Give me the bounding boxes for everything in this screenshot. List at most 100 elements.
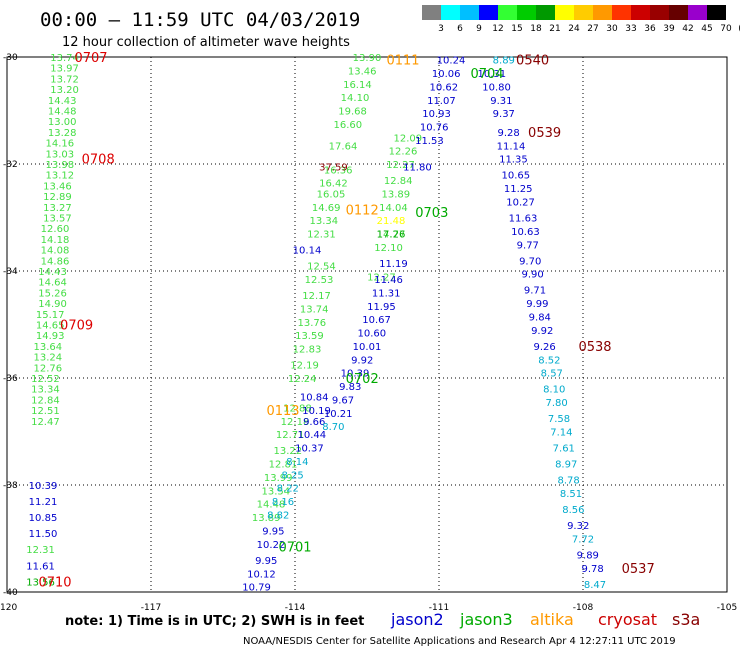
data-point-label: 9.78 bbox=[581, 564, 603, 575]
color-scale-label: 6 bbox=[457, 24, 463, 34]
data-point-label: 13.54 bbox=[261, 486, 290, 497]
data-point-label: 12.17 bbox=[302, 291, 331, 302]
data-point-label: 9.71 bbox=[524, 286, 546, 297]
color-scale-swatch bbox=[441, 5, 460, 20]
data-point-label: 13.34 bbox=[31, 385, 60, 396]
data-point-label: 8.78 bbox=[557, 476, 579, 487]
data-point-label: 10.12 bbox=[247, 569, 276, 580]
time-label: 0701 bbox=[278, 541, 311, 556]
data-points: 13.7413.9713.7213.2014.4314.4813.0013.28… bbox=[26, 53, 606, 594]
data-point-label: 12.84 bbox=[384, 176, 413, 187]
data-point-label: 12.54 bbox=[307, 262, 336, 273]
time-label: 0702 bbox=[346, 372, 379, 387]
data-point-label: 10.31 bbox=[477, 69, 506, 80]
data-point-label: 10.80 bbox=[482, 82, 511, 93]
data-point-label: 13.89 bbox=[252, 513, 281, 524]
data-point-label: 9.84 bbox=[529, 312, 551, 323]
data-point-label: 21.48 bbox=[377, 216, 406, 227]
data-point-label: 16.60 bbox=[333, 120, 362, 131]
data-point-label: 15.26 bbox=[38, 288, 67, 299]
data-point-label: 13.46 bbox=[348, 66, 377, 77]
data-point-label: 13.24 bbox=[33, 353, 62, 364]
legend-item-jason3: jason3 bbox=[459, 610, 513, 629]
data-point-label: 7.61 bbox=[553, 444, 575, 455]
data-point-label: 9.99 bbox=[526, 299, 548, 310]
data-point-label: 13.56 bbox=[26, 577, 55, 588]
data-point-label: 10.62 bbox=[429, 82, 458, 93]
time-label: 0539 bbox=[528, 126, 561, 141]
data-point-label: 12.27 bbox=[367, 272, 396, 283]
data-point-label: 12.71 bbox=[276, 430, 305, 441]
data-point-label: 14.64 bbox=[38, 278, 67, 289]
data-point-label: 16.14 bbox=[343, 80, 372, 91]
y-tick-label: -38 bbox=[3, 481, 18, 491]
data-point-label: 7.14 bbox=[550, 428, 572, 439]
chart-subtitle: 12 hour collection of altimeter wave hei… bbox=[62, 35, 350, 50]
color-scale-label: 33 bbox=[625, 24, 636, 34]
data-point-label: 14.86 bbox=[41, 256, 70, 267]
data-point-label: 11.07 bbox=[427, 96, 456, 107]
color-scale-swatch bbox=[631, 5, 650, 20]
data-point-label: 10.60 bbox=[357, 329, 386, 340]
chart-grid bbox=[7, 57, 727, 592]
data-point-label: 13.12 bbox=[45, 171, 74, 182]
data-point-label: 16.05 bbox=[317, 189, 346, 200]
color-scale-label: 15 bbox=[511, 24, 522, 34]
color-scale-swatch bbox=[498, 5, 517, 20]
x-tick-label: -108 bbox=[573, 603, 594, 613]
data-point-label: 11.31 bbox=[372, 288, 401, 299]
data-point-label: 13.72 bbox=[50, 74, 79, 85]
color-scale-swatch bbox=[707, 5, 726, 20]
data-point-label: 13.46 bbox=[43, 181, 72, 192]
data-point-label: 12.19 bbox=[290, 361, 319, 372]
color-scale-swatch bbox=[479, 5, 498, 20]
data-point-label: 10.37 bbox=[295, 444, 324, 455]
data-point-label: 11.21 bbox=[29, 497, 58, 508]
time-label: 0111 bbox=[386, 54, 419, 69]
data-point-label: 10.67 bbox=[362, 315, 391, 326]
data-point-label: 19.68 bbox=[338, 107, 367, 118]
data-point-label: 9.31 bbox=[490, 96, 512, 107]
data-point-label: 12.24 bbox=[288, 374, 317, 385]
data-point-label: 14.90 bbox=[38, 299, 67, 310]
data-point-label: 8.56 bbox=[562, 505, 584, 516]
chart-axes: -120 -117 -114 -111 -108 -105 -30 -32 -34 -36 -38 -… bbox=[0, 53, 737, 613]
data-point-label: 8.22 bbox=[277, 484, 299, 495]
data-point-label: 8.16 bbox=[272, 497, 294, 508]
data-point-label: 10.65 bbox=[501, 171, 530, 182]
data-point-label: 10.76 bbox=[420, 123, 449, 134]
data-point-label: 14.10 bbox=[341, 93, 370, 104]
data-point-label: 11.53 bbox=[415, 136, 444, 147]
data-point-label: 12.60 bbox=[41, 224, 70, 235]
data-point-label: 13.28 bbox=[48, 128, 77, 139]
data-point-label: 12.18 bbox=[281, 417, 310, 428]
data-point-label: 9.70 bbox=[519, 256, 541, 267]
time-label: 0704 bbox=[470, 67, 503, 82]
y-tick-label: -40 bbox=[3, 588, 18, 598]
data-point-label: 9.92 bbox=[531, 326, 553, 337]
data-point-label: 14.43 bbox=[48, 96, 77, 107]
color-scale-swatch bbox=[593, 5, 612, 20]
color-scale-label: 27 bbox=[587, 24, 598, 34]
color-scale-swatch bbox=[650, 5, 669, 20]
time-labels: 0707 0708 0709 0710 0111 0112 0113 0703 0702 0701… bbox=[38, 51, 654, 590]
data-point-label: 9.83 bbox=[339, 382, 361, 393]
data-point-label: 9.95 bbox=[262, 526, 284, 537]
data-point-label: 9.66 bbox=[303, 417, 325, 428]
time-label: 0538 bbox=[578, 340, 611, 355]
data-point-label: 13.59 bbox=[295, 331, 324, 342]
data-point-label: 9.95 bbox=[255, 556, 277, 567]
data-point-label: 14.65 bbox=[36, 321, 65, 332]
data-point-label: 8.14 bbox=[286, 457, 308, 468]
time-label: 0708 bbox=[82, 153, 115, 168]
data-point-label: 10.14 bbox=[293, 246, 322, 257]
data-point-label: 8.70 bbox=[322, 422, 344, 433]
time-label: 0537 bbox=[622, 562, 655, 577]
data-point-label: 13.27 bbox=[43, 203, 72, 214]
data-point-label: 9.90 bbox=[521, 270, 543, 281]
data-point-label: 14.69 bbox=[312, 203, 341, 214]
data-point-label: 37.59 bbox=[319, 163, 348, 174]
data-point-label: 11.19 bbox=[379, 259, 408, 270]
